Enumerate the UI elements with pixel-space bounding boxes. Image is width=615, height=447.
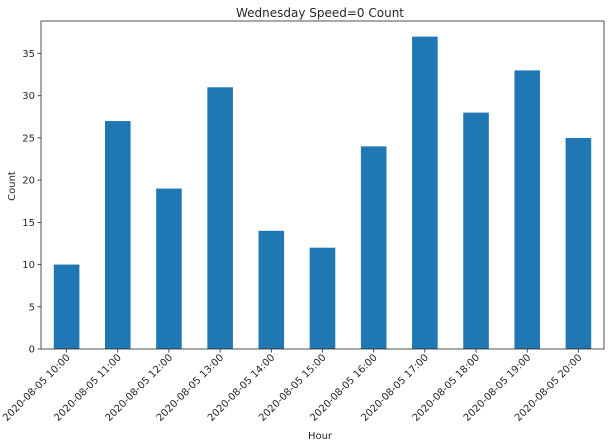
bar-1 [104, 121, 131, 349]
bar-9 [514, 70, 541, 349]
bar-5 [309, 247, 336, 349]
y-tick-label-6: 30 [22, 91, 35, 102]
bar-4 [258, 230, 285, 349]
y-tick-label-7: 35 [22, 49, 35, 60]
bar-10 [565, 137, 592, 349]
y-tick-label-1: 5 [29, 302, 35, 313]
y-tick-label-3: 15 [22, 218, 35, 229]
y-axis: 0 5 10 15 20 25 30 35 [22, 49, 41, 356]
y-tick-label-0: 0 [29, 345, 35, 356]
y-axis-label: Count [7, 171, 18, 201]
bar-3 [207, 87, 233, 349]
bar-0 [53, 264, 80, 349]
bars-group [53, 36, 592, 350]
chart-title: Wednesday Speed=0 Count [236, 6, 404, 20]
bar-8 [463, 112, 489, 349]
y-tick-label-2: 10 [22, 260, 35, 271]
plot-frame [40, 20, 605, 350]
y-tick-label-4: 20 [22, 176, 35, 187]
x-axis-label: Hour [308, 431, 333, 442]
bar-6 [360, 146, 387, 349]
bar-2 [156, 188, 182, 349]
bar-7 [412, 36, 438, 350]
y-tick-label-5: 25 [22, 133, 35, 144]
